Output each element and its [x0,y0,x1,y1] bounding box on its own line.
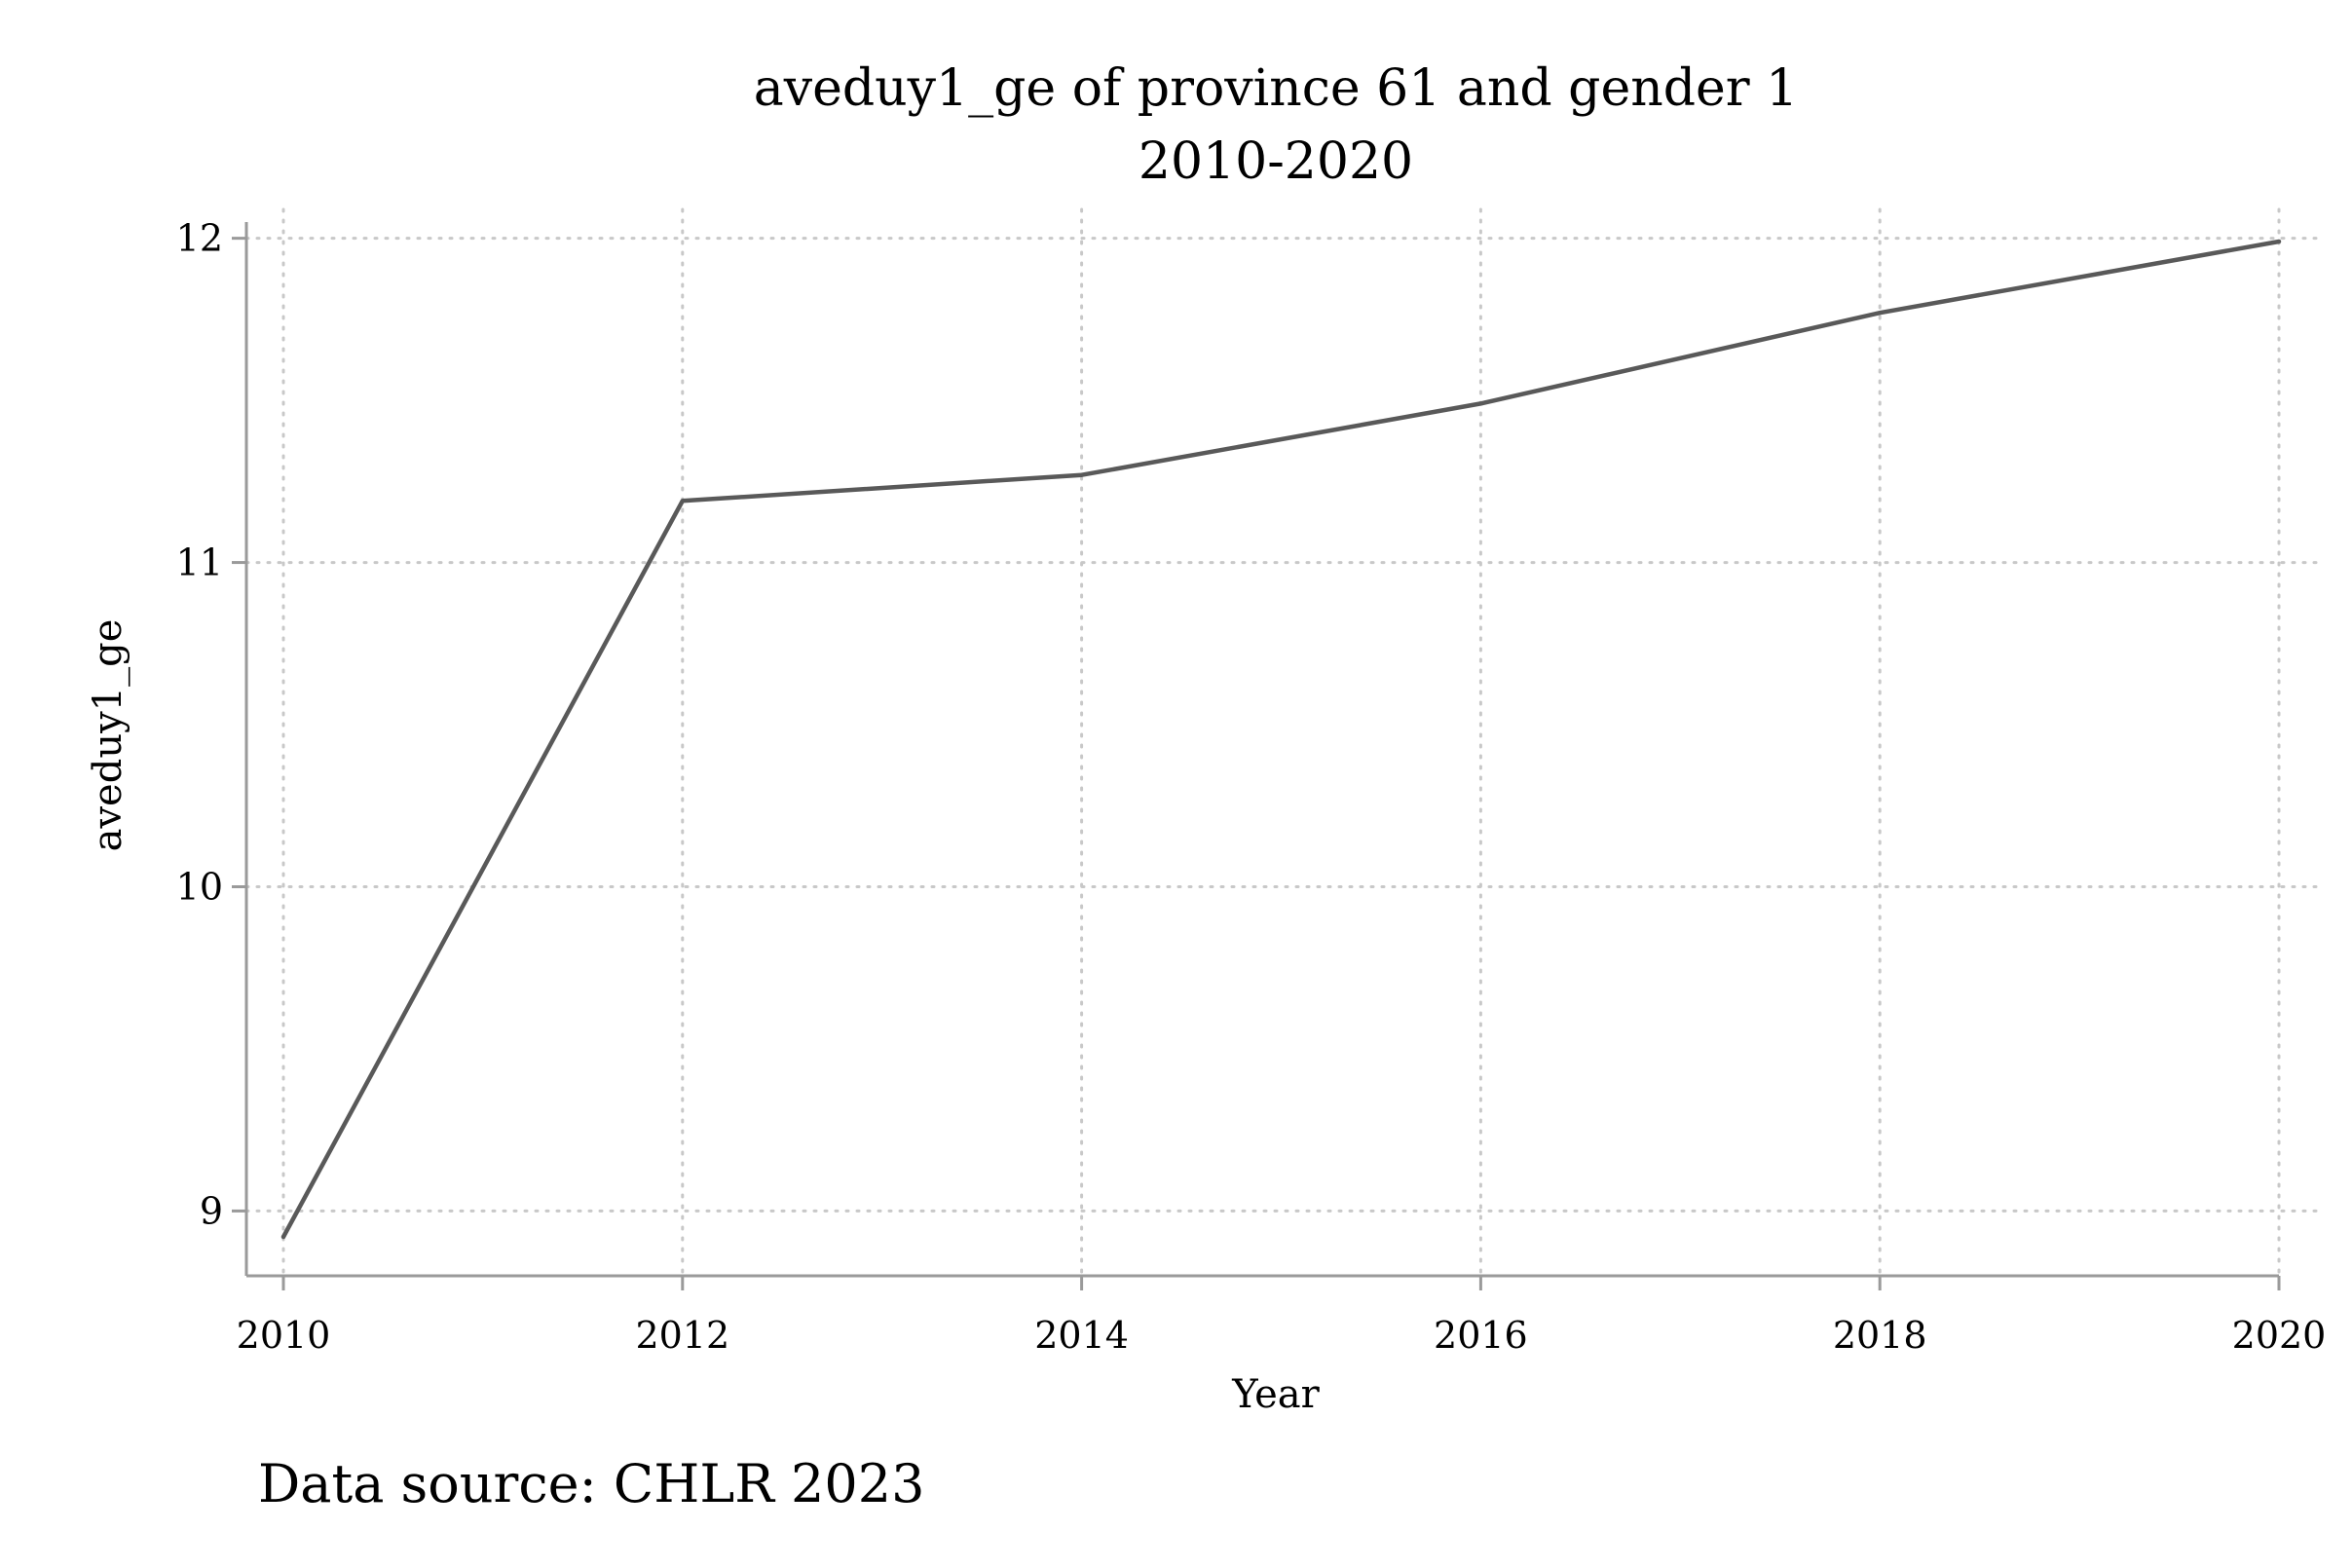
data-point [2277,239,2281,243]
chart-subtitle: 2010-2020 [1139,132,1413,191]
y-tick-labels: 9 10 11 12 [176,217,223,1233]
y-tick-label: 10 [176,865,223,908]
y-tick-label: 9 [200,1189,223,1232]
gridlines [244,207,2318,1278]
series-line [280,239,2282,1240]
data-point [1878,311,1883,316]
x-tick-label: 2012 [635,1314,729,1357]
x-tick-label: 2010 [237,1314,331,1357]
series-layer [280,239,2282,1240]
axes [232,222,2281,1290]
x-axis-title: Year [1231,1372,1320,1417]
data-point [1478,401,1483,406]
chart-title: aveduy1_ge of province 61 and gender 1 [754,59,1799,118]
x-tick-label: 2020 [2232,1314,2327,1357]
x-tick-label: 2016 [1434,1314,1528,1357]
y-axis-title: aveduy1_ge [86,619,131,852]
y-tick-label: 11 [176,541,223,584]
data-point [281,1235,285,1240]
data-point [680,499,685,504]
x-tick-labels: 2010 2012 2014 2016 2018 2020 [237,1314,2327,1357]
x-tick-label: 2018 [1833,1314,1927,1357]
data-point [1079,472,1084,477]
y-tick-label: 12 [176,217,223,260]
data-source-note: Data source: CHLR 2023 [258,1453,924,1514]
x-tick-label: 2014 [1034,1314,1129,1357]
